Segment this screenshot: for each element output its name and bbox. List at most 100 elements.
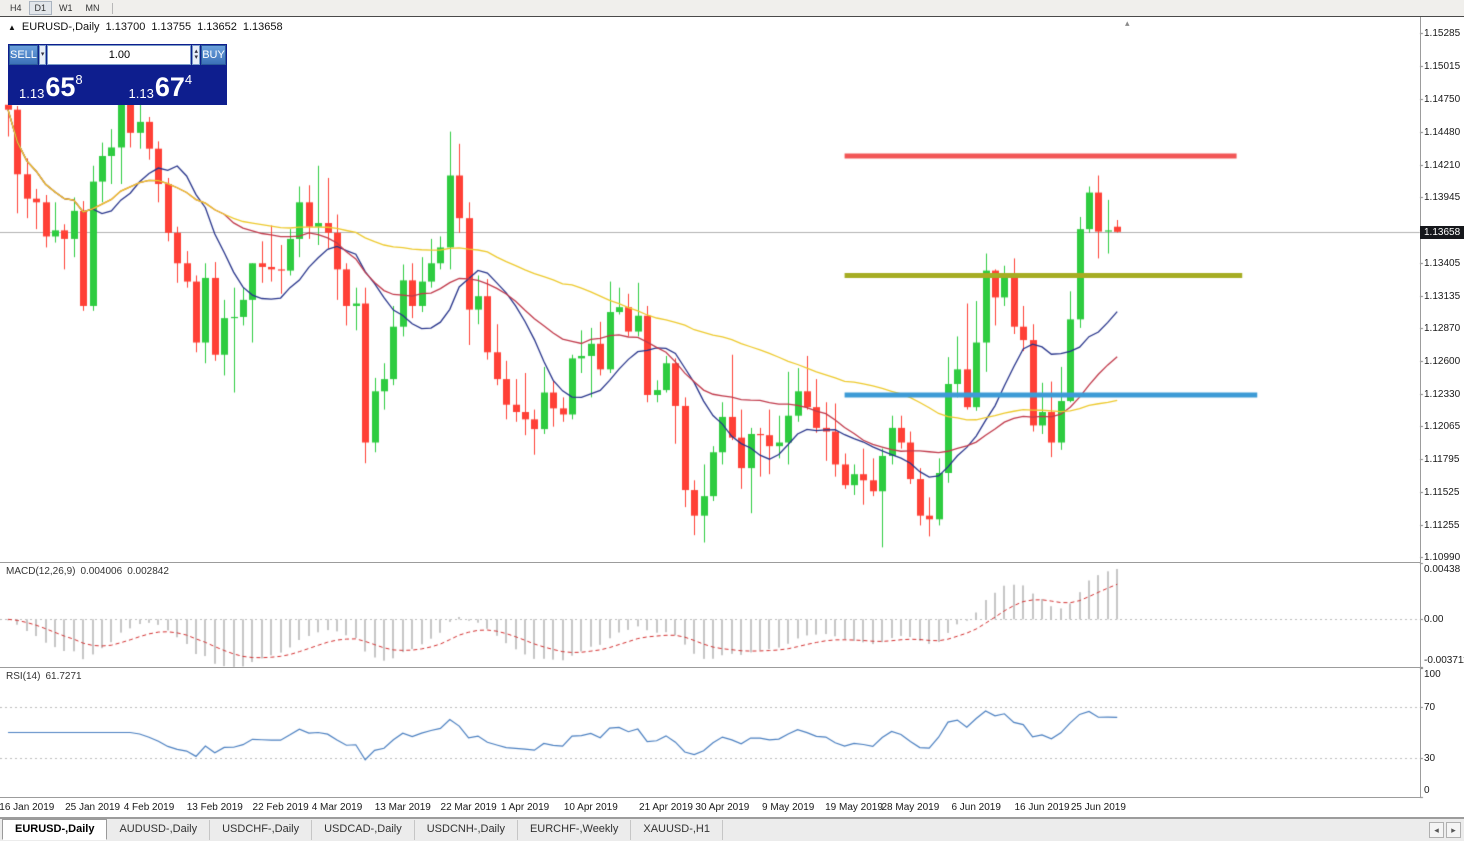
symbol-tab-xauusd[interactable]: XAUUSD-,H1 (631, 820, 723, 840)
price-axis-label: 1.14480 (1424, 126, 1461, 138)
time-axis-label: 21 Apr 2019 (639, 802, 693, 813)
symbol-tab-eurusd[interactable]: EURUSD-,Daily (2, 819, 108, 840)
sell-button[interactable]: SELL (9, 45, 38, 65)
symbol-tab-audusd[interactable]: AUDUSD-,Daily (107, 820, 211, 840)
rsi-axis-label: 30 (1424, 753, 1436, 765)
time-axis-label: 13 Mar 2019 (374, 802, 431, 813)
rsi-axis-label: 70 (1424, 701, 1436, 713)
buy-button[interactable]: BUY (200, 45, 227, 65)
buy-price-button[interactable]: 1.13 67 4 (118, 66, 226, 104)
time-axis-label: 22 Mar 2019 (440, 802, 497, 813)
rsi-axis-label: 100 (1424, 669, 1441, 680)
price-axis-label: 1.12065 (1424, 421, 1461, 433)
sell-price-button[interactable]: 1.13 65 8 (9, 66, 117, 104)
symbol-tab-usdcnh[interactable]: USDCNH-,Daily (415, 820, 518, 840)
price-axis-label: 1.12330 (1424, 388, 1461, 400)
macd-axis-label: 0.00 (1424, 614, 1444, 626)
pane-separator-rsi[interactable] (0, 667, 1420, 668)
ohlc-close: 1.13658 (242, 21, 283, 33)
volume-dropdown-button[interactable]: ▾ (38, 45, 47, 65)
time-axis-label: 30 Apr 2019 (695, 802, 750, 813)
tabbar-top-border (0, 817, 1464, 818)
macd-axis-label: -0.003711 (1424, 655, 1464, 666)
macd-indicator-label: MACD(12,26,9) 0.004006 0.002842 (6, 566, 174, 577)
time-axis-label: 13 Feb 2019 (186, 802, 243, 813)
price-axis-label: 1.10990 (1424, 552, 1461, 564)
time-axis-label: 25 Jan 2019 (65, 802, 121, 813)
spinner-up-icon[interactable]: ▴ (194, 48, 198, 55)
price-axis-label: 1.13945 (1424, 191, 1461, 203)
time-axis-label: 28 May 2019 (881, 802, 940, 813)
rsi-value: 61.7271 (45, 671, 82, 682)
timeframe-button-mn[interactable]: MN (80, 1, 106, 15)
sell-price-pip: 8 (75, 72, 83, 87)
price-axis-label: 1.14210 (1424, 159, 1461, 171)
tab-scroll-left-icon[interactable]: ◂ (1429, 822, 1444, 838)
tab-scroll-arrows: ◂ ▸ (1429, 822, 1461, 838)
time-axis-label: 4 Mar 2019 (311, 802, 363, 813)
sell-price-prefix: 1.13 (19, 86, 45, 101)
ohlc-high: 1.13755 (151, 21, 192, 33)
time-axis-label: 22 Feb 2019 (252, 802, 309, 813)
time-axis-label: 6 Jun 2019 (951, 802, 1001, 813)
timeframe-button-h4[interactable]: H4 (4, 1, 28, 15)
rsi-indicator-label: RSI(14) 61.7271 (6, 671, 87, 682)
price-axis-label: 1.13135 (1424, 290, 1461, 302)
spinner-down-icon[interactable]: ▾ (194, 54, 198, 61)
rsi-axis-label: 0 (1424, 785, 1430, 796)
time-axis-label: 4 Feb 2019 (123, 802, 175, 813)
price-axis-border (1420, 17, 1421, 798)
price-axis-label: 1.15015 (1424, 61, 1461, 73)
bid-price-badge: 1.13658 (1420, 225, 1464, 239)
volume-spinner[interactable]: ▴ ▾ (192, 45, 200, 65)
macd-axis-label: 0.00438 (1424, 564, 1461, 575)
price-axis[interactable]: 1.15285 1.15015 1.14750 1.14480 1.14210 1.139… (1421, 17, 1464, 798)
time-axis-label: 16 Jan 2019 (0, 802, 55, 813)
rsi-name: RSI(14) (6, 671, 41, 682)
timeframe-buttons: H4 D1 W1 MN (4, 1, 106, 15)
chart-title: ▲ EURUSD-,Daily 1.13700 1.13755 1.13652 … (8, 21, 283, 33)
symbol-tab-eurchf[interactable]: EURCHF-,Weekly (518, 820, 632, 840)
sell-price-big: 65 (45, 72, 76, 102)
chart-shift-marker-icon: ▴ (1125, 18, 1130, 28)
buy-price-pip: 4 (184, 72, 193, 87)
toolbar-separator (111, 2, 113, 14)
time-axis-label: 25 Jun 2019 (1070, 802, 1126, 813)
buy-price-big: 67 (154, 72, 185, 102)
price-axis-label: 1.11795 (1424, 453, 1460, 465)
symbol-tabbar: EURUSD-,Daily AUDUSD-,Daily USDCHF-,Daily U… (0, 818, 1464, 841)
price-axis-label: 1.13405 (1424, 257, 1461, 269)
volume-input[interactable] (47, 45, 192, 65)
price-axis-label: 1.11255 (1424, 519, 1460, 531)
one-click-trading-panel: SELL ▾ ▴▾ BUY 1.13 65 8 1.13 67 4 (8, 44, 227, 105)
timeframe-button-d1[interactable]: D1 (28, 1, 53, 15)
pane-separator-macd[interactable] (0, 562, 1420, 563)
time-axis[interactable]: 16 Jan 2019 25 Jan 2019 4 Feb 2019 13 Feb 2… (0, 798, 1464, 818)
tab-scroll-right-icon[interactable]: ▸ (1446, 822, 1461, 838)
macd-signal-value: 0.002842 (127, 566, 169, 577)
time-axis-label: 16 Jun 2019 (1014, 802, 1070, 813)
time-axis-label: 10 Apr 2019 (563, 802, 618, 813)
ohlc-open: 1.13700 (105, 21, 146, 33)
time-axis-label: 9 May 2019 (762, 802, 815, 813)
time-axis-label: 19 May 2019 (825, 802, 883, 813)
symbol-tab-usdchf[interactable]: USDCHF-,Daily (210, 820, 313, 840)
symbol-tabs: EURUSD-,Daily AUDUSD-,Daily USDCHF-,Daily U… (2, 819, 723, 840)
pane-separator-timescale[interactable] (0, 797, 1420, 798)
time-axis-label: 1 Apr 2019 (500, 802, 550, 813)
buy-price-prefix: 1.13 (128, 86, 154, 101)
symbol-tab-usdcad[interactable]: USDCAD-,Daily (312, 820, 415, 840)
price-axis-label: 1.14750 (1424, 93, 1461, 105)
timeframe-button-w1[interactable]: W1 (53, 1, 79, 15)
trade-panel-controls: SELL ▾ ▴▾ BUY (9, 45, 227, 65)
trade-panel-prices: 1.13 65 8 1.13 67 4 (9, 66, 226, 104)
price-axis-label: 1.11525 (1424, 486, 1460, 498)
price-axis-label: 1.12870 (1424, 322, 1461, 334)
price-axis-label: 1.12600 (1424, 355, 1461, 367)
macd-main-value: 0.004006 (80, 566, 123, 577)
timeframe-toolbar: H4 D1 W1 MN (0, 0, 1464, 17)
chart-symbol-icon: ▲ (8, 22, 16, 32)
price-axis-label: 1.15285 (1424, 28, 1461, 40)
